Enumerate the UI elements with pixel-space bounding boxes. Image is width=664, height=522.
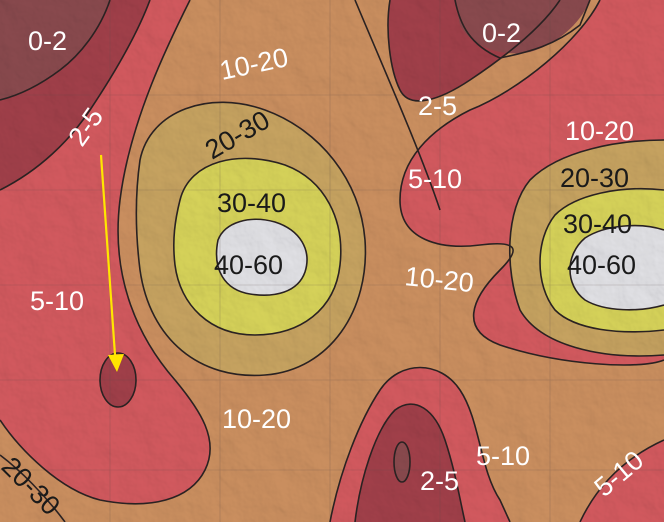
contour-5-10-left (0, 0, 211, 505)
contour-20-30-corner (0, 454, 66, 522)
contour-2-5-bottom (354, 403, 466, 522)
contour-5-10-center (354, 0, 664, 366)
label-2-5-center: 2-5 (418, 91, 457, 121)
contour-2-5-loop (99, 352, 137, 408)
contour-20-30-right (508, 139, 664, 357)
contour-2-5-left (0, 0, 151, 191)
contour-20-30-left (135, 101, 367, 377)
label-40-60-left: 40-60 (214, 250, 283, 280)
label-30-40-left: 30-40 (217, 188, 286, 218)
label-40-60-right: 40-60 (567, 250, 636, 280)
label-5-10-center: 5-10 (408, 164, 462, 194)
contour-5-10-corner (579, 439, 664, 522)
contour-0-2-bottom (393, 441, 411, 483)
contour-0-2-topright (454, 0, 591, 59)
label-10-20-bottom: 10-20 (222, 404, 291, 434)
label-5-10-left: 5-10 (30, 286, 84, 316)
flow-arrow (99, 154, 124, 372)
label-10-20-center: 10-20 (403, 261, 475, 298)
contour-2-5-center (387, 0, 561, 102)
label-2-5-bottom: 2-5 (420, 466, 459, 496)
label-20-30-right: 20-30 (560, 163, 629, 193)
contour-30-40-right (539, 187, 664, 333)
label-5-10-bottom: 5-10 (476, 441, 530, 471)
contour-40-60-right (569, 224, 664, 311)
label-0-2-topleft: 0-2 (28, 26, 67, 56)
contour-30-40-left (173, 157, 342, 336)
label-30-40-right: 30-40 (563, 209, 632, 239)
contour-5-10-bottom (329, 366, 511, 522)
label-10-20-right: 10-20 (565, 116, 634, 146)
arrow-shaft (99, 154, 117, 356)
contour-0-2-topleft (0, 0, 111, 101)
label-0-2-topright: 0-2 (482, 18, 521, 48)
arrow-head (108, 354, 124, 372)
contour-40-60-left (215, 218, 308, 296)
